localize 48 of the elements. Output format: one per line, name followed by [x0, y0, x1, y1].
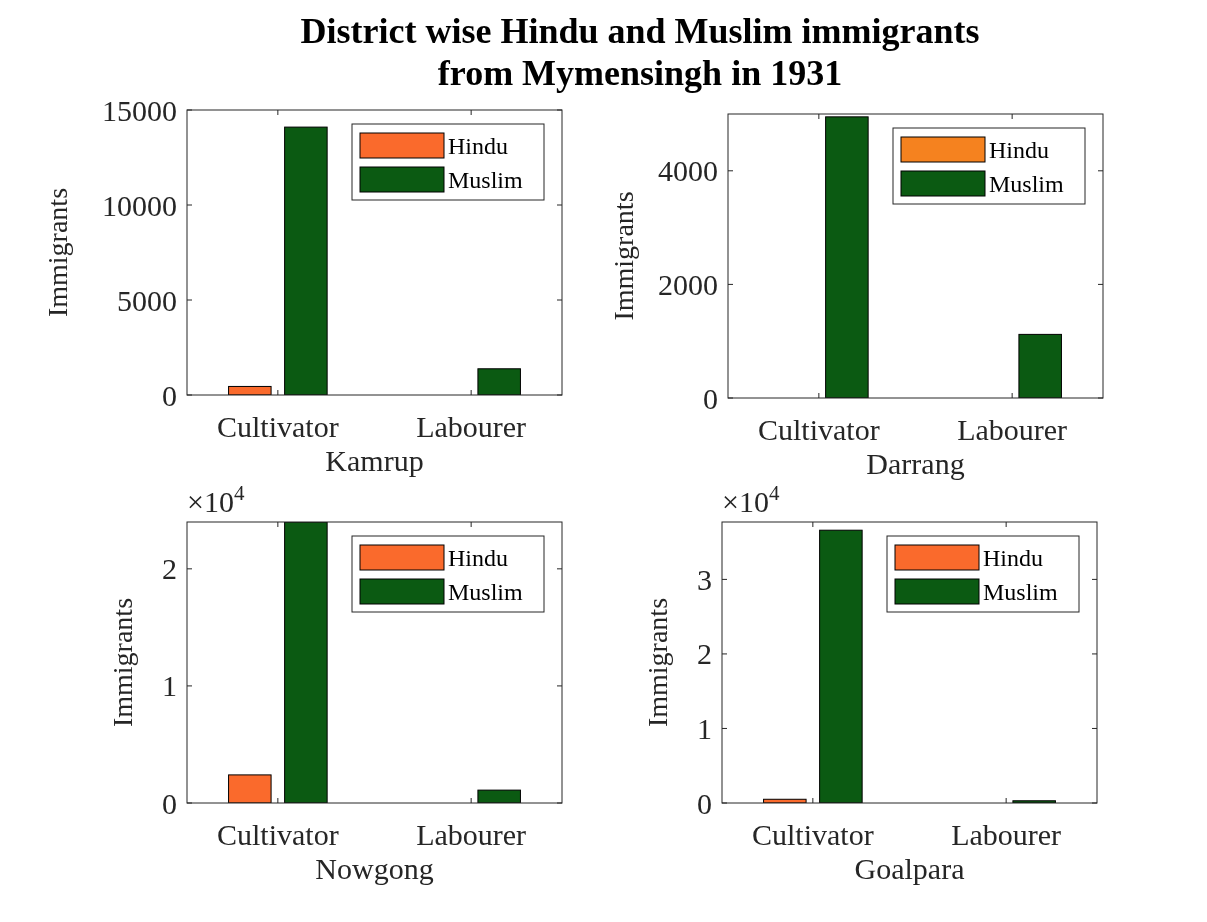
text: District wise Hindu and Muslim immigrants from Mymensingh in 1931: [300, 11, 980, 93]
legend-label: Muslim: [989, 171, 1065, 198]
y-tick-label: 0: [697, 786, 712, 820]
y-tick-label: 5000: [117, 283, 177, 317]
x-tick-label: Cultivator: [217, 818, 339, 851]
y-tick-label: 0: [162, 786, 177, 820]
x-tick-label: Labourer: [951, 818, 1062, 851]
text: ×10$^{4}$: [722, 481, 780, 518]
y-axis-title: Immigrants: [642, 597, 673, 728]
x-tick-label: Cultivator: [758, 413, 880, 446]
bar: [228, 774, 272, 803]
x-tick-label: Labourer: [416, 818, 527, 851]
legend-label: Hindu: [989, 137, 1049, 164]
text: ×10$^{4}$: [187, 481, 245, 518]
y-tick-label: 15000: [102, 93, 177, 127]
legend-label: Muslim: [983, 579, 1059, 606]
x-tick-label: Cultivator: [217, 410, 339, 443]
legend-label: Muslim: [448, 167, 524, 194]
y-axis-title: Immigrants: [42, 187, 73, 318]
y-axis-title: Immigrants: [107, 597, 138, 728]
legend-label: Hindu: [448, 545, 508, 572]
x-tick-label: Labourer: [416, 410, 527, 443]
legend-label: Hindu: [983, 545, 1043, 572]
x-axis-title: Nowgong: [315, 852, 434, 885]
y-tick-label: 0: [703, 381, 718, 415]
bar: [228, 385, 272, 395]
x-tick-label: Cultivator: [752, 818, 874, 851]
y-tick-label: 3: [697, 562, 712, 596]
x-axis-title: Kamrup: [325, 444, 424, 477]
y-tick-label: 2: [697, 637, 712, 671]
y-tick-label: 4000: [658, 154, 718, 188]
legend-label: Muslim: [448, 579, 524, 606]
bar: [284, 126, 328, 395]
y-tick-label: 1: [697, 711, 712, 745]
bar: [819, 529, 863, 803]
y-tick-label: 0: [162, 378, 177, 412]
x-axis-title: Darrang: [866, 447, 965, 480]
bar: [284, 522, 328, 803]
bar: [477, 789, 521, 803]
y-tick-label: 10000: [102, 188, 177, 222]
y-axis-title: Immigrants: [608, 191, 639, 321]
x-axis-title: Goalpara: [854, 852, 965, 885]
x-tick-label: Labourer: [957, 413, 1068, 446]
y-tick-label: 1: [162, 669, 177, 703]
y-tick-label: 2: [162, 552, 177, 586]
y-tick-label: 2000: [658, 267, 718, 301]
legend-label: Hindu: [448, 133, 508, 160]
bar: [477, 368, 521, 395]
